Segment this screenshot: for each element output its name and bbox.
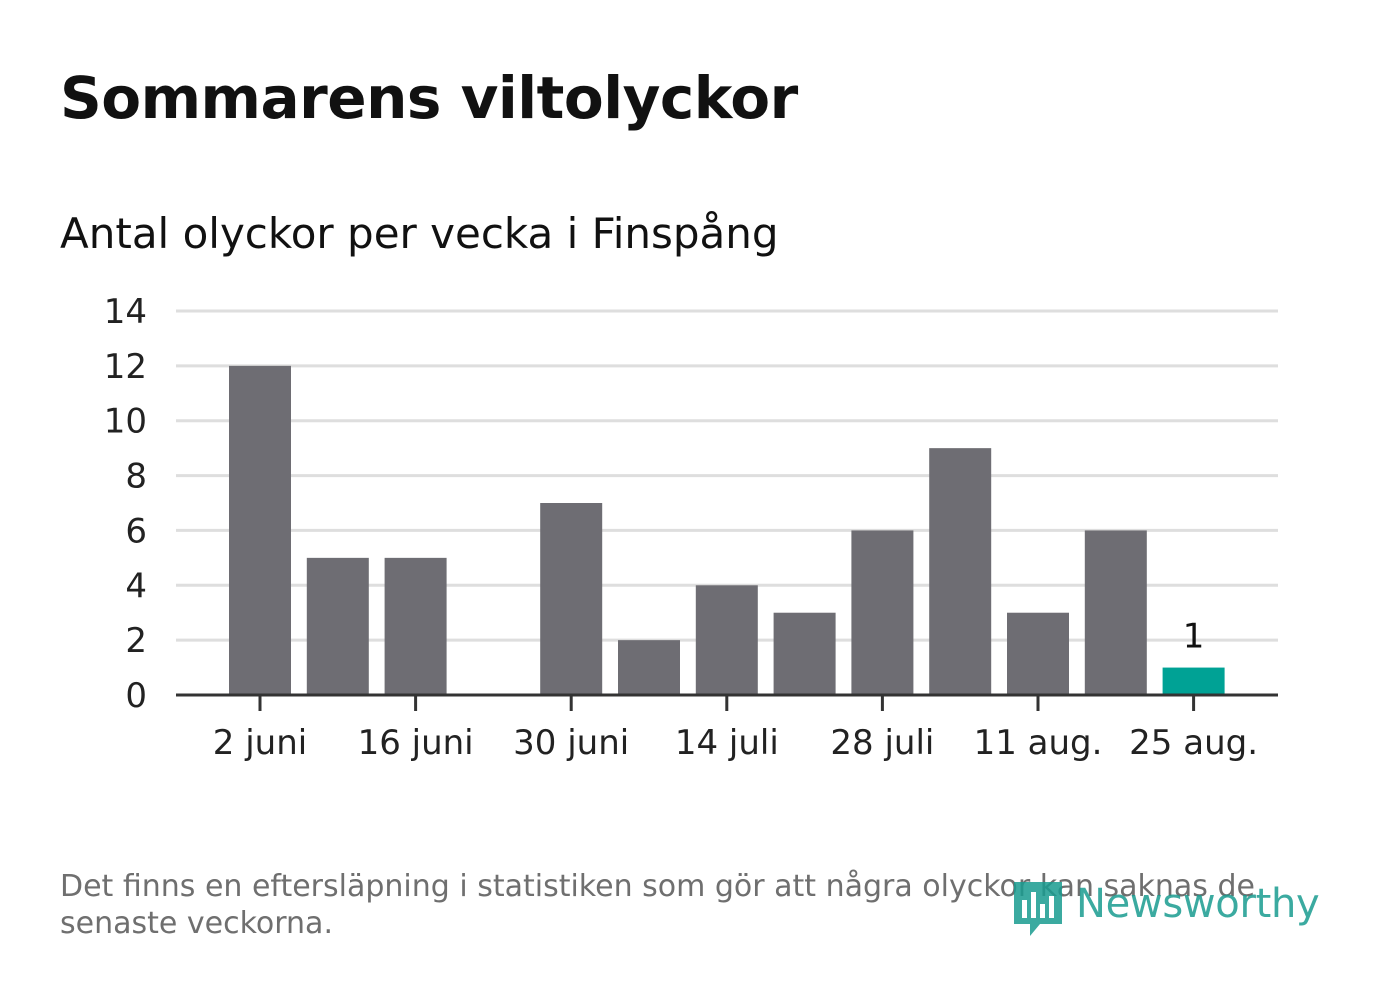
bar xyxy=(929,448,992,695)
bar xyxy=(851,530,914,695)
x-tick-label: 16 juni xyxy=(358,723,474,763)
x-tick-label: 30 juni xyxy=(513,723,629,763)
x-tick-label: 14 juli xyxy=(675,723,779,763)
bar xyxy=(1162,667,1225,695)
y-tick-label: 6 xyxy=(125,511,147,551)
bar-chart-speech-bubble-icon xyxy=(1014,882,1062,936)
x-tick-label: 11 aug. xyxy=(974,723,1103,763)
brand-name: Newsworthy xyxy=(1076,881,1320,927)
bar xyxy=(1084,530,1147,695)
bar xyxy=(695,585,758,695)
x-tick-label: 28 juli xyxy=(830,723,934,763)
chart-title: Sommarens viltolyckor xyxy=(60,64,798,132)
x-tick-label: 2 juni xyxy=(213,723,307,763)
bar xyxy=(540,503,603,695)
bar xyxy=(306,557,369,695)
bar xyxy=(1007,612,1069,695)
y-tick-label: 0 xyxy=(125,676,147,716)
y-tick-label: 12 xyxy=(104,347,147,387)
bar xyxy=(384,557,447,695)
y-tick-label: 2 xyxy=(125,621,147,661)
bar xyxy=(773,612,836,695)
chart-subtitle: Antal olyckor per vecka i Finspång xyxy=(60,209,779,258)
bar xyxy=(229,365,291,695)
data-label: 1 xyxy=(1183,617,1205,657)
brand-logo: Newsworthy xyxy=(1010,878,1330,944)
y-tick-label: 10 xyxy=(104,402,147,442)
y-tick-label: 14 xyxy=(104,292,147,332)
bar xyxy=(618,640,680,695)
y-tick-label: 8 xyxy=(125,457,147,497)
y-tick-label: 4 xyxy=(125,566,147,606)
x-tick-label: 25 aug. xyxy=(1129,723,1258,763)
